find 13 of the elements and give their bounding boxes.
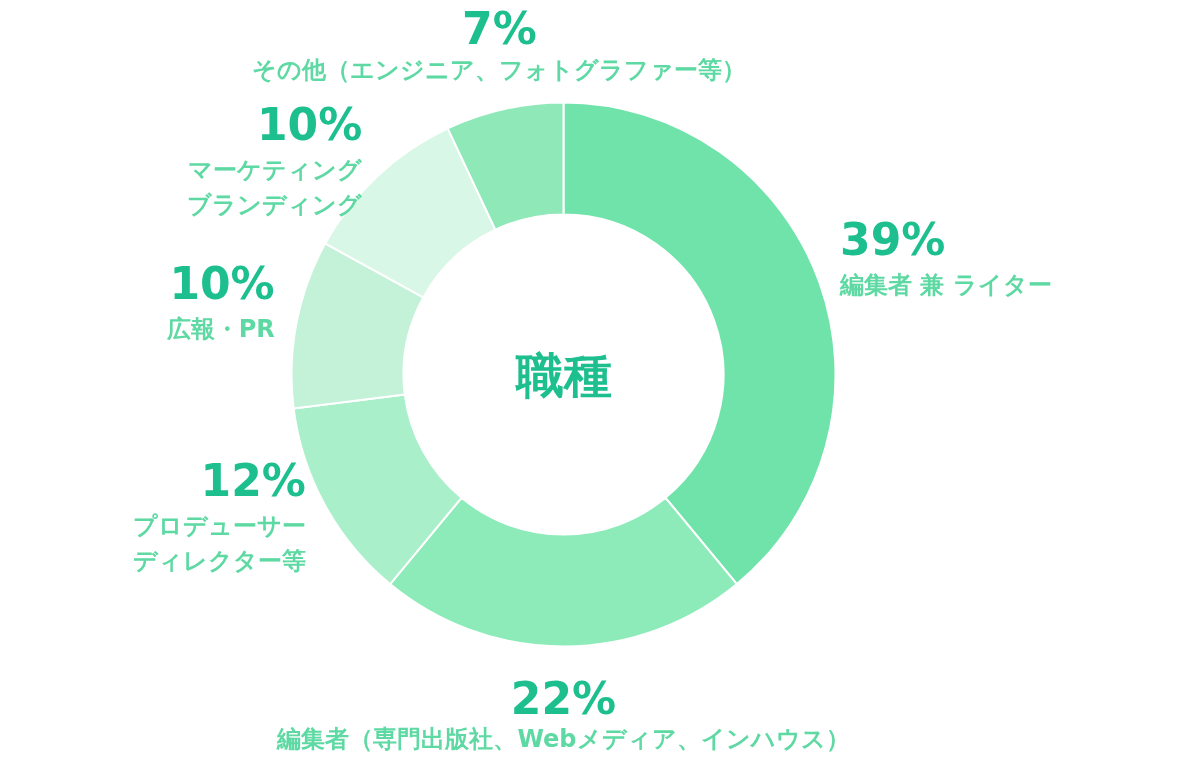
data-label: 7% bbox=[462, 2, 537, 54]
slice-label: マーケティングブランディング bbox=[187, 156, 364, 220]
text: 職種 bbox=[513, 346, 612, 403]
slice-label: プロデューサーディレクター等 bbox=[132, 512, 306, 576]
data-label: 12% bbox=[200, 455, 306, 507]
data-label: 10% bbox=[169, 258, 275, 310]
data-label: 39% bbox=[840, 213, 946, 265]
slice-label: 編集者（専門出版社、Webメディア、インハウス） bbox=[276, 724, 850, 753]
slice-label: 編集者 兼 ライター bbox=[839, 270, 1052, 299]
slice-label: 広報・PR bbox=[165, 315, 275, 344]
data-label: 10% bbox=[256, 99, 363, 151]
data-label: 22% bbox=[510, 672, 617, 724]
slice-label: その他（エンジニア、フォトグラファー等） bbox=[252, 55, 747, 84]
